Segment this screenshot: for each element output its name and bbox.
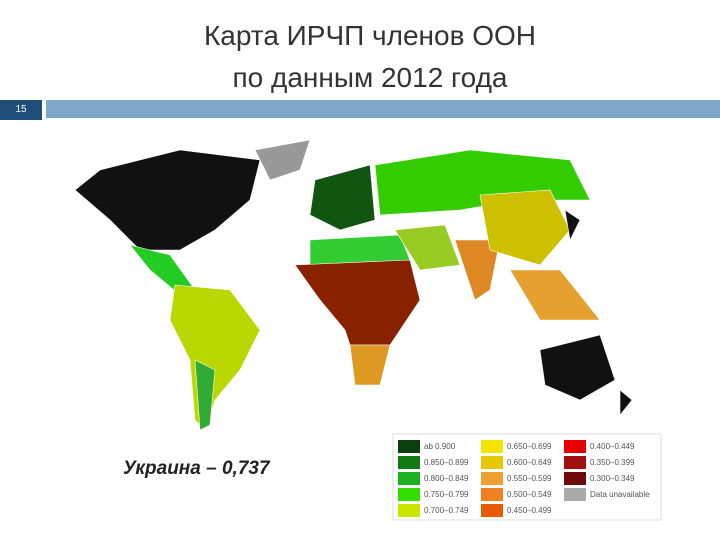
legend-swatch — [481, 456, 503, 469]
title-line: по данным 2012 года — [232, 62, 508, 93]
central-africa — [294, 259, 421, 346]
legend-swatch — [564, 440, 586, 453]
legend-label: Data unavailable — [590, 490, 650, 499]
legend-label: 0.750–0.799 — [424, 490, 469, 499]
legend-box — [392, 433, 662, 521]
greenland — [254, 139, 311, 181]
legend-label: 0.700–0.749 — [424, 506, 469, 515]
legend-swatch — [564, 488, 586, 501]
legend-swatch — [398, 440, 420, 453]
legend-label: 0.550–0.599 — [507, 474, 552, 483]
south-africa — [349, 344, 391, 386]
legend-swatch — [398, 456, 420, 469]
south-america — [169, 284, 261, 431]
argentina — [194, 359, 216, 431]
north-america — [74, 149, 261, 251]
legend-swatch — [398, 504, 420, 517]
europe — [309, 164, 376, 231]
legend-label: 0.850–0.899 — [424, 458, 469, 467]
legend-label: 0.300–0.349 — [590, 474, 635, 483]
annotation: Украина – 0,737 — [123, 458, 270, 479]
continents — [74, 139, 633, 431]
southeast-asia — [509, 269, 601, 321]
legend-label: 0.500–0.549 — [507, 490, 552, 499]
japan — [564, 209, 581, 241]
new-zealand — [619, 389, 633, 416]
title-line: Карта ИРЧП членов ООН — [203, 20, 537, 51]
india — [454, 239, 501, 301]
australia — [539, 334, 616, 401]
legend-label: 0.400–0.449 — [590, 442, 635, 451]
legend: ab 0.900 0.850–0.899 0.800–0.849 0.750–0.79… — [398, 440, 650, 517]
legend-label: 0.450–0.499 — [507, 506, 552, 515]
header-bar — [46, 100, 720, 118]
legend-label: 0.600–0.649 — [507, 458, 552, 467]
china — [479, 189, 571, 266]
legend-label: 0.800–0.849 — [424, 474, 469, 483]
legend-swatch — [481, 472, 503, 485]
legend-swatch — [481, 504, 503, 517]
legend-swatch — [481, 488, 503, 501]
legend-swatch — [564, 456, 586, 469]
slide-number: 15 — [0, 100, 42, 120]
legend-swatch — [564, 472, 586, 485]
legend-label: ab 0.900 — [424, 442, 456, 451]
legend-swatch — [481, 440, 503, 453]
legend-swatch — [398, 472, 420, 485]
legend-label: 0.350–0.399 — [590, 458, 635, 467]
legend-label: 0.650–0.699 — [507, 442, 552, 451]
legend-swatch — [398, 488, 420, 501]
middle-east — [394, 224, 461, 271]
